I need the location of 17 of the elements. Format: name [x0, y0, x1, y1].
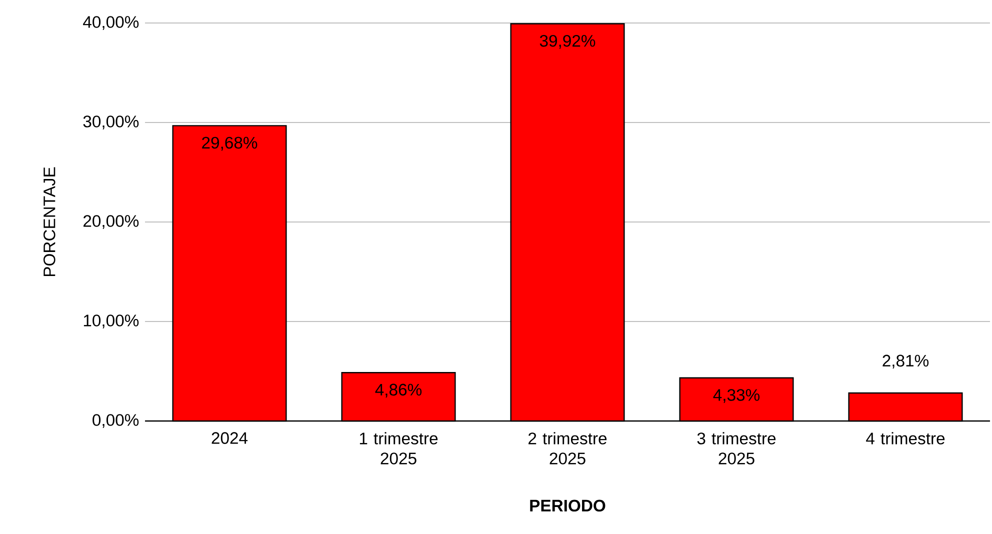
- y-tick-label: 40,00%: [83, 16, 139, 30]
- x-tick-label: 1 trimestre 2025: [360, 432, 438, 464]
- x-tick-label: 4 trimestre: [866, 432, 945, 444]
- data-label: 39,92%: [540, 34, 596, 49]
- x-axis-title: PERIODO: [530, 500, 606, 512]
- data-label: 4,33%: [713, 389, 760, 403]
- y-tick-label: 0,00%: [92, 414, 139, 428]
- y-tick-label: 30,00%: [83, 116, 139, 130]
- x-tick-label: 3 trimestre 2025: [697, 432, 776, 464]
- y-tick-label: 10,00%: [84, 314, 139, 328]
- data-label: 29,68%: [202, 136, 258, 151]
- y-tick-label: 20,00%: [83, 215, 139, 229]
- x-tick-label: 2 trimestre 2025: [528, 432, 607, 464]
- data-label: 4,86%: [375, 384, 422, 398]
- data-label: 2,81%: [882, 354, 929, 369]
- y-axis-title: PORCENTAJE: [43, 167, 56, 276]
- x-tick-label: 2024: [212, 432, 248, 444]
